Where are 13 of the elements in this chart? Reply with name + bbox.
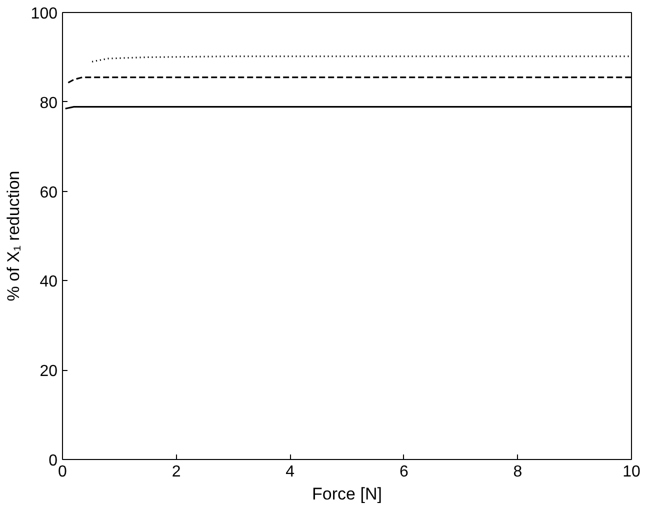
y-axis-title: % of X₁ reduction [4,170,23,302]
y-tick-label: 80 [40,94,58,112]
x-tick-label: 2 [172,464,181,480]
x-tick-label: 10 [622,464,640,480]
x-axis-title: Force [N] [312,484,382,504]
y-tick-label: 0 [48,452,58,470]
y-tick-label: 60 [40,184,58,202]
y-tick-label: 100 [30,6,58,22]
x-tick-label: 6 [399,464,408,480]
x-tick-label: 4 [286,464,295,480]
y-tick-label: 40 [40,274,58,291]
x-tick-label: 8 [513,464,522,480]
y-tick-label: 20 [40,363,58,380]
